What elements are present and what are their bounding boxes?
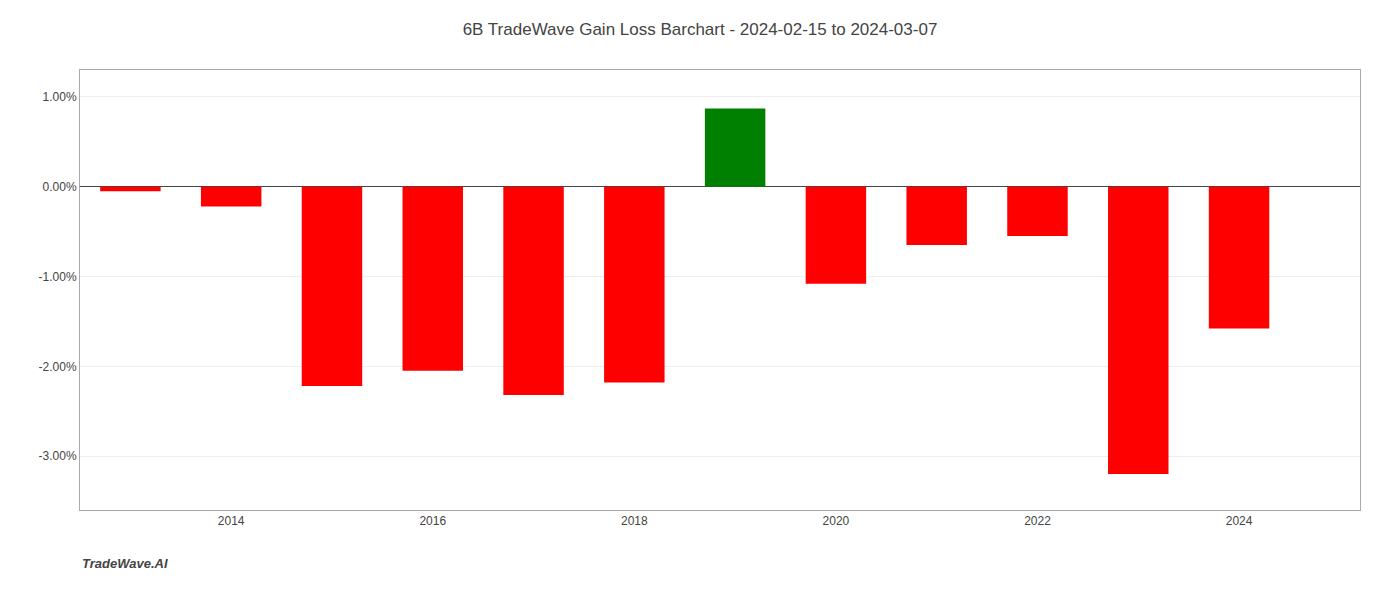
svg-text:-1.00%: -1.00% (39, 270, 77, 284)
svg-text:6B TradeWave Gain Loss Barchar: 6B TradeWave Gain Loss Barchart - 2024-0… (463, 20, 938, 39)
svg-text:0.00%: 0.00% (43, 180, 77, 194)
svg-text:2020: 2020 (823, 514, 850, 528)
svg-text:-2.00%: -2.00% (39, 360, 77, 374)
svg-text:2024: 2024 (1226, 514, 1253, 528)
svg-text:2016: 2016 (419, 514, 446, 528)
svg-text:1.00%: 1.00% (43, 90, 77, 104)
svg-text:-3.00%: -3.00% (39, 449, 77, 463)
svg-text:2014: 2014 (218, 514, 245, 528)
svg-text:TradeWave.AI: TradeWave.AI (82, 556, 168, 571)
svg-text:2022: 2022 (1024, 514, 1051, 528)
svg-text:2018: 2018 (621, 514, 648, 528)
